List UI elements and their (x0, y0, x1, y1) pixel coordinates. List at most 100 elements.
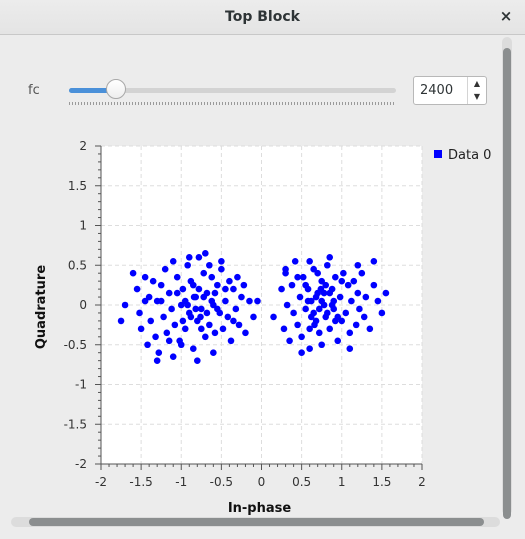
data-point (157, 281, 165, 289)
data-point (310, 265, 317, 273)
data-point (117, 317, 125, 325)
data-point (211, 289, 219, 297)
data-point (198, 305, 205, 313)
data-point (165, 337, 173, 345)
slider-track[interactable] (69, 88, 396, 93)
data-point (342, 309, 350, 317)
data-point (338, 277, 346, 285)
data-point (206, 261, 213, 269)
data-point (358, 269, 366, 277)
data-point (200, 269, 208, 277)
y-tick-label: 1 (79, 219, 87, 233)
data-point (346, 329, 354, 337)
data-point (307, 313, 315, 321)
fc-slider[interactable] (69, 79, 397, 105)
data-point (211, 329, 219, 337)
legend: Data 0 (434, 148, 491, 163)
data-point (315, 305, 323, 313)
data-point (344, 281, 352, 289)
data-point (157, 297, 165, 305)
data-point (144, 341, 151, 349)
data-point (227, 337, 235, 345)
data-point (294, 321, 301, 329)
data-point (177, 301, 185, 309)
data-point (230, 317, 237, 325)
horizontal-scrollbar[interactable] (11, 515, 500, 529)
data-point (298, 349, 305, 356)
data-point (133, 285, 141, 293)
data-point (222, 285, 229, 293)
data-point (324, 309, 331, 317)
data-point (317, 285, 325, 293)
data-point (187, 313, 195, 321)
plot-background (101, 146, 422, 464)
x-tick-label: -2 (95, 475, 107, 489)
data-point (318, 277, 325, 285)
constellation-plot: -2 -1.5 -1 -0.5 0 0.5 1 1.5 2 2 1.5 1 0.5 0 -0.5 -1 -1.5… (0, 138, 500, 518)
fc-value-input[interactable]: 2400 (420, 83, 454, 98)
data-point (145, 293, 153, 301)
data-point (232, 305, 240, 313)
data-point (326, 325, 334, 333)
data-point (336, 293, 344, 301)
data-point (129, 269, 137, 277)
data-point (163, 329, 171, 337)
data-point (340, 269, 347, 277)
spin-buttons: ▲ ▼ (467, 77, 486, 104)
data-point (312, 293, 320, 301)
data-point (222, 297, 229, 305)
data-point (218, 265, 225, 273)
data-point (352, 321, 360, 329)
data-point (280, 325, 288, 333)
data-point (294, 273, 301, 281)
data-point (141, 297, 149, 305)
horizontal-scroll-thumb[interactable] (29, 518, 484, 526)
y-tick-label: -0.5 (64, 338, 87, 352)
data-point (206, 321, 213, 329)
data-point (136, 309, 143, 317)
data-point (250, 313, 257, 321)
data-point (202, 333, 209, 341)
plot-canvas: -2 -1.5 -1 -0.5 0 0.5 1 1.5 2 2 1.5 1 0.5 0 -0.5 -1 -1.5… (34, 139, 491, 516)
title-bar: Top Block × (0, 0, 525, 35)
data-point (149, 277, 157, 285)
x-tick-label: -1 (175, 475, 187, 489)
data-point (169, 257, 177, 265)
data-point (360, 313, 368, 321)
data-point (137, 325, 145, 333)
data-point (315, 329, 323, 337)
y-tick-label: -1 (75, 378, 87, 392)
data-point (290, 309, 297, 317)
vertical-scroll-thumb[interactable] (503, 48, 511, 519)
data-point (141, 273, 149, 281)
legend-label: Data 0 (448, 148, 491, 163)
data-point (356, 305, 363, 313)
legend-swatch (434, 150, 442, 158)
data-point (214, 305, 221, 313)
data-point (121, 301, 129, 309)
data-point (304, 297, 312, 305)
data-point (194, 357, 201, 364)
data-point (210, 349, 217, 356)
window-title: Top Block (225, 9, 300, 25)
data-point (288, 281, 296, 289)
x-tick-label: 0 (258, 475, 266, 489)
close-icon[interactable]: × (499, 7, 513, 25)
slider-handle[interactable] (106, 79, 126, 99)
data-point (311, 321, 318, 329)
data-point (318, 341, 325, 349)
data-point (354, 289, 362, 297)
data-point (306, 345, 313, 353)
x-tick-label: 2 (418, 475, 426, 489)
data-point (378, 309, 386, 317)
data-point (332, 273, 339, 281)
spin-up-icon[interactable]: ▲ (473, 79, 481, 88)
vertical-scrollbar[interactable] (500, 37, 514, 519)
data-point (198, 325, 205, 333)
data-point (185, 254, 193, 261)
fc-spinbox[interactable]: 2400 ▲ ▼ (413, 76, 487, 105)
spin-down-icon[interactable]: ▼ (473, 92, 481, 101)
data-point (314, 269, 321, 277)
data-point (169, 353, 177, 360)
data-point (197, 313, 204, 321)
